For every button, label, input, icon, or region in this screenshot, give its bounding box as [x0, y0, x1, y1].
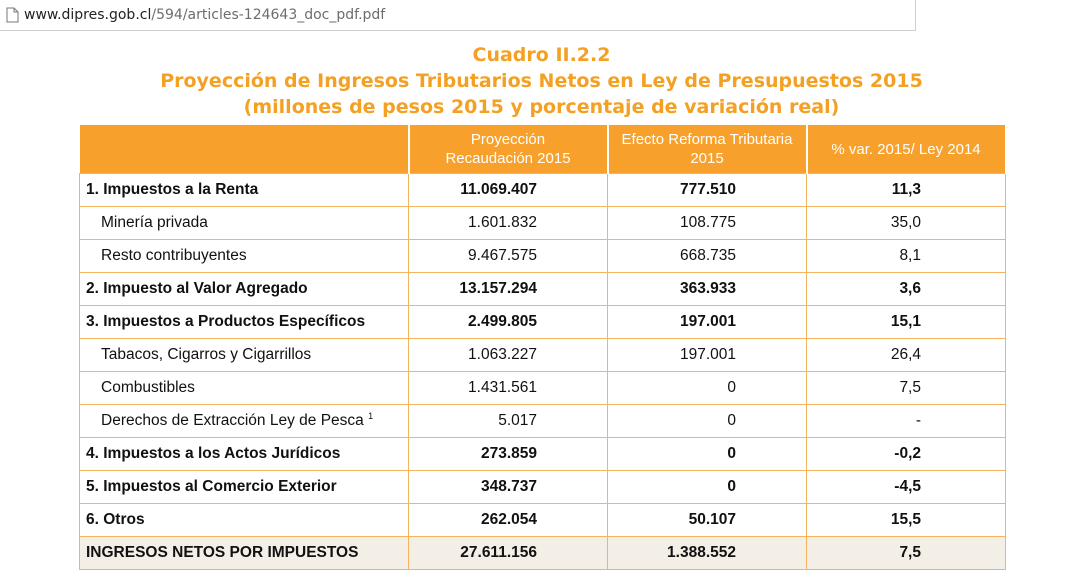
header-proyeccion: Proyección Recaudación 2015 — [407, 125, 609, 174]
row-label-cell: Derechos de Extracción Ley de Pesca 1 — [79, 404, 409, 438]
header-efecto-l1: Efecto Reforma Tributaria — [621, 131, 793, 148]
row-label: Derechos de Extracción Ley de Pesca — [101, 412, 364, 430]
row-proyeccion: 27.611.156 — [408, 536, 608, 570]
row-efecto: 0 — [607, 437, 807, 471]
row-efecto: 0 — [607, 404, 807, 438]
row-efecto: 50.107 — [607, 503, 807, 537]
row-label: 6. Otros — [79, 503, 409, 537]
row-efecto: 363.933 — [607, 272, 807, 306]
row-proyeccion: 13.157.294 — [408, 272, 608, 306]
table-header-row: Proyección Recaudación 2015 Efecto Reform… — [79, 125, 1007, 174]
row-variacion: 11,3 — [806, 173, 1006, 207]
row-label: INGRESOS NETOS POR IMPUESTOS — [79, 536, 409, 570]
row-proyeccion: 2.499.805 — [408, 305, 608, 339]
row-efecto: 668.735 — [607, 239, 807, 273]
row-label: 2. Impuesto al Valor Agregado — [79, 272, 409, 306]
table-row: 6. Otros 262.054 50.107 15,5 — [79, 503, 1006, 537]
document-icon — [6, 7, 19, 23]
row-proyeccion: 1.601.832 — [408, 206, 608, 240]
address-bar[interactable]: www.dipres.gob.cl/594/articles-124643_do… — [0, 0, 916, 31]
header-proyeccion-l2: Recaudación 2015 — [445, 150, 571, 167]
row-variacion: 35,0 — [806, 206, 1006, 240]
row-efecto: 197.001 — [607, 305, 807, 339]
row-variacion: 3,6 — [806, 272, 1006, 306]
row-efecto: 108.775 — [607, 206, 807, 240]
table-total-row: INGRESOS NETOS POR IMPUESTOS 27.611.156 … — [79, 536, 1006, 570]
url-path: /594/articles-124643_doc_pdf.pdf — [151, 7, 386, 23]
row-proyeccion: 5.017 — [408, 404, 608, 438]
row-variacion: -0,2 — [806, 437, 1006, 471]
url-host: www.dipres.gob.cl — [24, 7, 152, 23]
row-label: 5. Impuestos al Comercio Exterior — [79, 470, 409, 504]
table-number: Cuadro II.2.2 — [472, 44, 611, 66]
row-variacion: 8,1 — [806, 239, 1006, 273]
row-label: Resto contribuyentes — [79, 239, 409, 273]
footnote-marker: 1 — [368, 411, 374, 422]
row-proyeccion: 11.069.407 — [408, 173, 608, 207]
row-variacion: 26,4 — [806, 338, 1006, 372]
row-label: Tabacos, Cigarros y Cigarrillos — [79, 338, 409, 372]
header-efecto-l2: 2015 — [690, 150, 724, 167]
row-variacion: 7,5 — [806, 371, 1006, 405]
table-row: Minería privada 1.601.832 108.775 35,0 — [79, 206, 1006, 240]
row-label: 1. Impuestos a la Renta — [79, 173, 409, 207]
table-titles: Cuadro II.2.2 Proyección de Ingresos Tri… — [0, 42, 1073, 120]
row-proyeccion: 9.467.575 — [408, 239, 608, 273]
row-variacion: -4,5 — [806, 470, 1006, 504]
row-efecto: 1.388.552 — [607, 536, 807, 570]
table-row: 1. Impuestos a la Renta 11.069.407 777.5… — [79, 173, 1006, 207]
row-proyeccion: 348.737 — [408, 470, 608, 504]
table-row: Combustibles 1.431.561 0 7,5 — [79, 371, 1006, 405]
row-variacion: 15,1 — [806, 305, 1006, 339]
row-proyeccion: 262.054 — [408, 503, 608, 537]
table-row: Tabacos, Cigarros y Cigarrillos 1.063.22… — [79, 338, 1006, 372]
row-label: 3. Impuestos a Productos Específicos — [79, 305, 409, 339]
table-row: Resto contribuyentes 9.467.575 668.735 8… — [79, 239, 1006, 273]
header-variacion: % var. 2015/ Ley 2014 — [805, 125, 1007, 174]
row-label: Minería privada — [79, 206, 409, 240]
row-label: Combustibles — [79, 371, 409, 405]
row-variacion: 7,5 — [806, 536, 1006, 570]
table-row: 3. Impuestos a Productos Específicos 2.4… — [79, 305, 1006, 339]
table-row: 5. Impuestos al Comercio Exterior 348.73… — [79, 470, 1006, 504]
row-efecto: 777.510 — [607, 173, 807, 207]
row-proyeccion: 1.431.561 — [408, 371, 608, 405]
table-row: Derechos de Extracción Ley de Pesca 1 5.… — [79, 404, 1006, 438]
row-label: 4. Impuestos a los Actos Jurídicos — [79, 437, 409, 471]
table-row: 4. Impuestos a los Actos Jurídicos 273.8… — [79, 437, 1006, 471]
row-variacion: - — [806, 404, 1006, 438]
table-row: 2. Impuesto al Valor Agregado 13.157.294… — [79, 272, 1006, 306]
row-variacion: 15,5 — [806, 503, 1006, 537]
table-title: Proyección de Ingresos Tributarios Netos… — [160, 70, 923, 92]
row-efecto: 0 — [607, 470, 807, 504]
header-efecto: Efecto Reforma Tributaria 2015 — [606, 125, 808, 174]
row-efecto: 0 — [607, 371, 807, 405]
row-efecto: 197.001 — [607, 338, 807, 372]
table-subtitle: (millones de pesos 2015 y porcentaje de … — [243, 96, 840, 118]
tax-revenue-table: Proyección Recaudación 2015 Efecto Reform… — [79, 125, 1007, 570]
row-proyeccion: 273.859 — [408, 437, 608, 471]
url-text[interactable]: www.dipres.gob.cl/594/articles-124643_do… — [24, 7, 385, 23]
header-empty — [79, 125, 410, 174]
row-proyeccion: 1.063.227 — [408, 338, 608, 372]
header-proyeccion-l1: Proyección — [470, 131, 546, 148]
